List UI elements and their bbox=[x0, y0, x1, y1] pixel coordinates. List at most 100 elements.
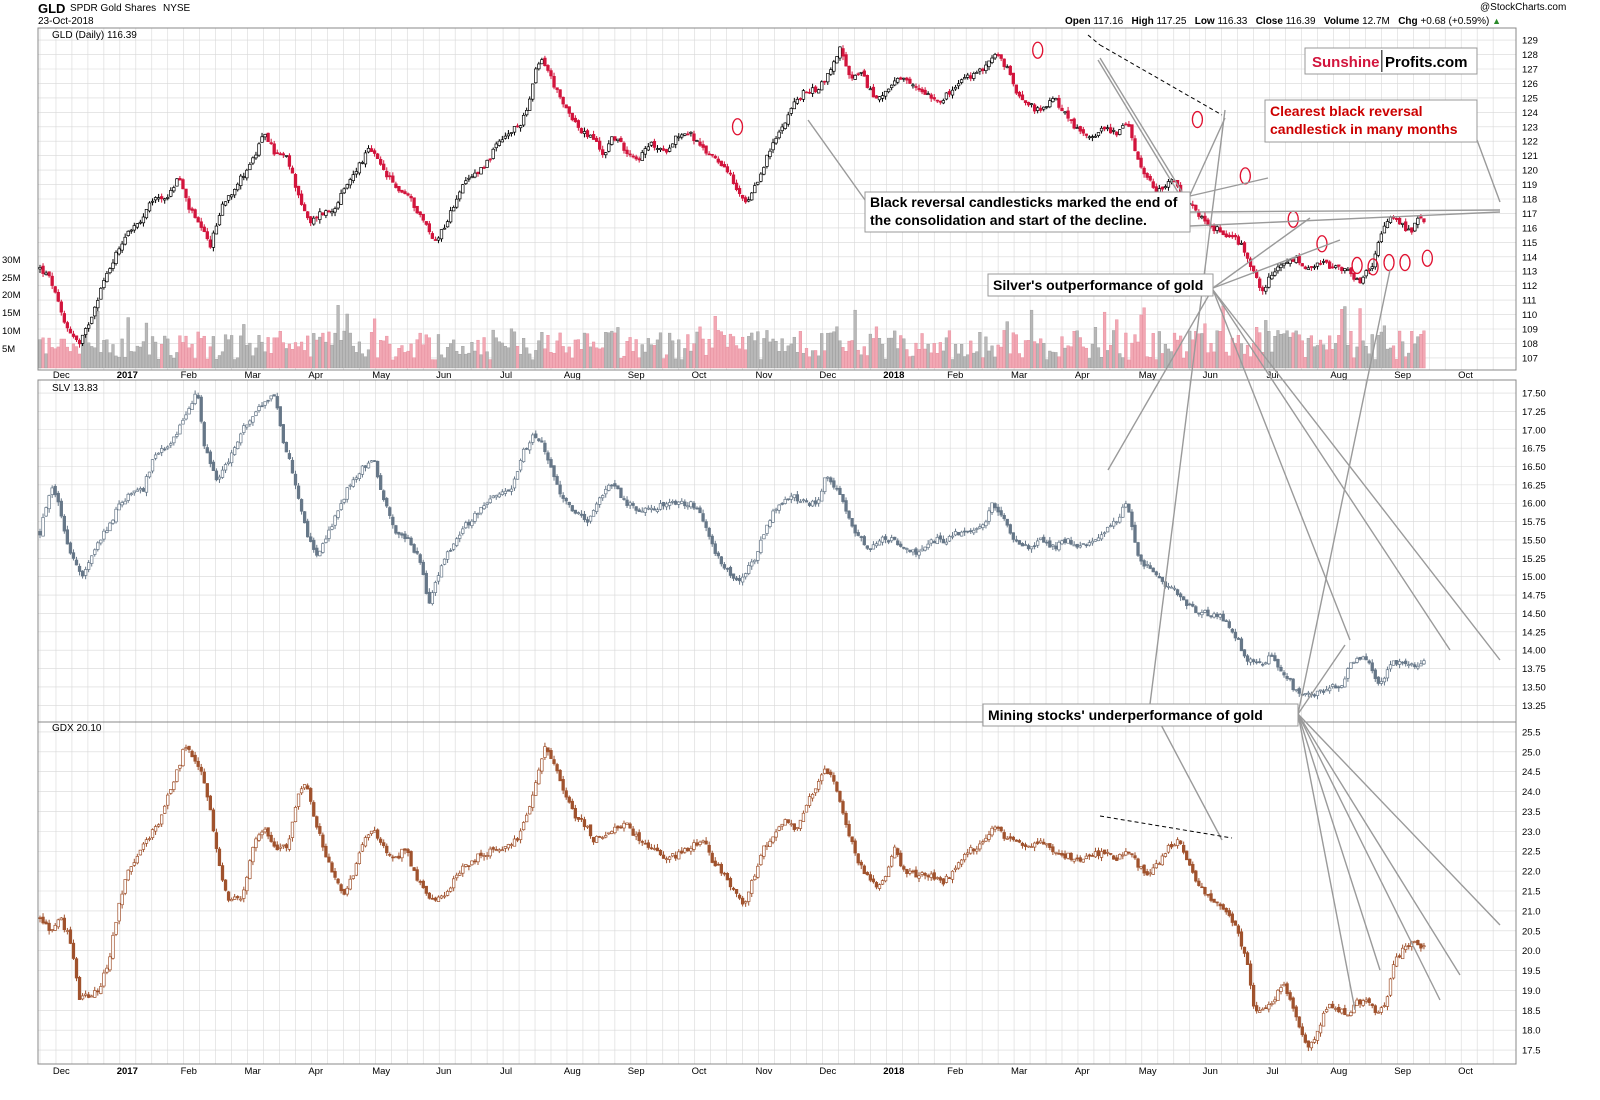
candle-body bbox=[156, 452, 161, 455]
miners-callout-line bbox=[1297, 713, 1381, 971]
volume-bar bbox=[929, 352, 933, 369]
x-tick-label: Oct bbox=[692, 1066, 707, 1077]
candle-body bbox=[1334, 685, 1338, 689]
candle-body bbox=[421, 213, 425, 221]
candle-body bbox=[1109, 525, 1113, 527]
candle-body bbox=[783, 122, 787, 129]
candle-body bbox=[719, 863, 723, 874]
volume-bar bbox=[102, 340, 106, 369]
volume-bar bbox=[1060, 336, 1064, 369]
candle-body bbox=[1258, 1010, 1262, 1013]
volume-bar bbox=[254, 347, 258, 369]
candle-body bbox=[905, 548, 909, 550]
volume-bar bbox=[363, 356, 368, 369]
candle-body bbox=[1273, 999, 1277, 1003]
volume-bar bbox=[1245, 344, 1250, 369]
candle-body bbox=[1011, 836, 1015, 840]
volume-bar bbox=[1233, 343, 1237, 369]
candle-body bbox=[439, 565, 444, 578]
candle-body bbox=[722, 872, 727, 875]
candle-body bbox=[1315, 1030, 1320, 1041]
candle-body bbox=[226, 891, 231, 901]
candle-body bbox=[485, 502, 489, 505]
candle-body bbox=[728, 878, 733, 888]
volume-bar bbox=[1017, 353, 1022, 369]
candle-body bbox=[756, 865, 760, 878]
candle-body bbox=[312, 217, 316, 225]
candle-body bbox=[658, 849, 663, 856]
candle-body bbox=[433, 897, 438, 901]
candle-body bbox=[1133, 138, 1137, 152]
candle-body bbox=[871, 878, 876, 883]
volume-bar bbox=[1306, 338, 1310, 369]
candle-body bbox=[196, 760, 200, 767]
candle-body bbox=[789, 495, 793, 500]
candle-body bbox=[579, 818, 584, 820]
candle-body bbox=[664, 858, 669, 861]
candle-body bbox=[1343, 268, 1347, 272]
volume-bar bbox=[683, 348, 687, 369]
candle-body bbox=[695, 140, 699, 142]
candle-body bbox=[476, 171, 480, 175]
volume-bar bbox=[531, 359, 535, 369]
candle-body bbox=[515, 125, 520, 128]
candle-body bbox=[713, 155, 717, 159]
candle-body bbox=[406, 849, 410, 853]
volume-bar bbox=[1276, 330, 1280, 369]
candle-body bbox=[838, 487, 842, 495]
candle-body bbox=[817, 499, 821, 504]
candle-body bbox=[528, 442, 532, 451]
candle-body bbox=[1331, 266, 1335, 269]
candle-body bbox=[1002, 515, 1006, 519]
candle-body bbox=[829, 69, 833, 75]
candle-body bbox=[1221, 230, 1225, 236]
candle-body bbox=[537, 769, 541, 785]
candle-body bbox=[1124, 503, 1128, 508]
candle-body bbox=[1032, 842, 1037, 848]
candle-body bbox=[856, 853, 860, 864]
candle-body bbox=[366, 834, 371, 838]
candle-body bbox=[427, 223, 431, 233]
candle-body bbox=[886, 866, 891, 878]
candle-body bbox=[1197, 880, 1201, 886]
candle-body bbox=[290, 167, 295, 174]
candle-body bbox=[671, 853, 675, 857]
candle-body bbox=[102, 972, 106, 987]
candle-body bbox=[616, 485, 620, 490]
candle-body bbox=[543, 442, 547, 453]
candle-body bbox=[214, 225, 219, 235]
candle-body bbox=[1017, 91, 1022, 97]
candle-body bbox=[856, 73, 860, 76]
candle-body bbox=[187, 198, 191, 210]
candle-body bbox=[1075, 543, 1079, 548]
volume-bar bbox=[661, 358, 666, 369]
volume-bar bbox=[1328, 335, 1332, 369]
candle-body bbox=[1060, 852, 1064, 856]
volume-bar bbox=[859, 354, 863, 369]
candle-body bbox=[509, 132, 514, 134]
candle-body bbox=[820, 774, 824, 782]
candle-body bbox=[1069, 852, 1073, 860]
candle-body bbox=[643, 842, 647, 845]
candle-body bbox=[1178, 593, 1183, 598]
volume-bar bbox=[1020, 357, 1025, 369]
candle-body bbox=[844, 54, 848, 67]
candle-body bbox=[628, 823, 632, 829]
candle-body bbox=[598, 836, 602, 838]
volume-bar bbox=[1008, 353, 1012, 369]
candle-body bbox=[306, 785, 310, 790]
y-tick-label: 123 bbox=[1522, 122, 1538, 133]
candle-body bbox=[1175, 589, 1180, 595]
volume-bar bbox=[1413, 343, 1417, 369]
candle-body bbox=[448, 887, 453, 892]
volume-bar bbox=[1139, 314, 1143, 369]
candle-body bbox=[862, 536, 866, 546]
candle-body bbox=[105, 530, 109, 533]
miners-box bbox=[982, 703, 1299, 727]
clearest-callout-line bbox=[1476, 139, 1501, 203]
volume-bar bbox=[488, 359, 492, 369]
candle-body bbox=[388, 175, 392, 178]
candle-body bbox=[929, 873, 933, 878]
volume-bar bbox=[823, 350, 827, 369]
candle-body bbox=[500, 849, 504, 852]
